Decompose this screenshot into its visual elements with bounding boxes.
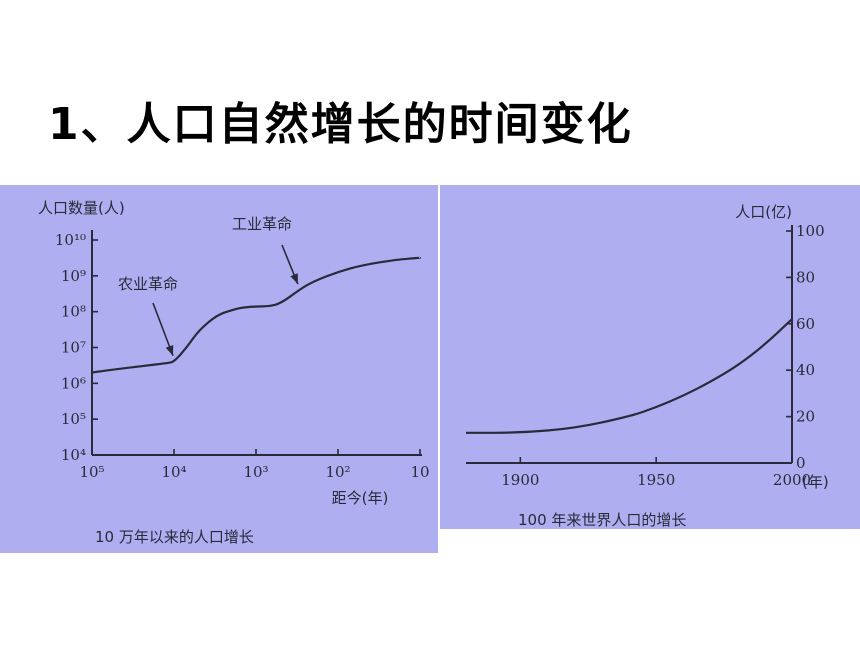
- left-y-tick-label: 10⁴: [61, 446, 86, 464]
- right-y-tick-label: 0: [796, 454, 806, 472]
- right-x-tick-label: 1950: [637, 471, 675, 489]
- left-y-tick-label: 10⁶: [61, 374, 86, 392]
- century-population-chart: 人口(亿) (年) 100 年来世界人口的增长 0 20 40 60 80 100 1900…: [466, 203, 829, 529]
- left-y-tick-label: 10⁸: [61, 303, 86, 321]
- right-population-curve: [466, 318, 794, 434]
- agricultural-revolution-arrow-head: [165, 345, 174, 356]
- left-y-axis-label: 人口数量(人): [38, 199, 125, 217]
- right-y-axis-label: 人口(亿): [735, 203, 792, 221]
- left-x-tick-label: 10: [410, 463, 429, 481]
- right-chart-caption: 100 年来世界人口的增长: [518, 511, 686, 529]
- right-x-tick-label: 2000: [773, 471, 811, 489]
- chart-panel-left: 人口数量(人) 距今(年) 10 万年以来的人口增长 10¹⁰ 10⁹ 10⁸ 10⁷…: [0, 185, 438, 553]
- right-y-tick-label: 100: [796, 222, 825, 240]
- left-x-tick-label: 10⁴: [161, 463, 186, 481]
- right-y-tick-label: 40: [796, 361, 815, 379]
- industrial-revolution-label: 工业革命: [232, 215, 292, 233]
- long-term-population-chart: 人口数量(人) 距今(年) 10 万年以来的人口增长 10¹⁰ 10⁹ 10⁸ 10⁷…: [38, 199, 430, 546]
- left-y-tick-label: 10⁷: [61, 339, 86, 357]
- left-y-tick-label: 10⁵: [61, 410, 86, 428]
- right-x-axis-unit: (年): [802, 473, 829, 491]
- right-y-tick-label: 80: [796, 268, 815, 286]
- chart-panel-right: 人口(亿) (年) 100 年来世界人口的增长 0 20 40 60 80 100 1900…: [440, 185, 860, 529]
- right-y-tick-label: 20: [796, 408, 815, 426]
- industrial-revolution-arrow-head: [290, 273, 298, 285]
- right-y-tick-label: 60: [796, 315, 815, 333]
- left-y-tick-label: 10⁹: [61, 267, 86, 285]
- agricultural-revolution-label: 农业革命: [118, 275, 178, 293]
- slide-title: 1、人口自然增长的时间变化: [48, 99, 633, 150]
- left-x-tick-label: 10⁵: [79, 463, 104, 481]
- left-y-tick-label: 10¹⁰: [55, 231, 86, 249]
- right-x-tick-label: 1900: [501, 471, 539, 489]
- left-x-tick-label: 10²: [325, 463, 350, 481]
- left-x-tick-label: 10³: [243, 463, 268, 481]
- left-chart-caption: 10 万年以来的人口增长: [95, 528, 254, 546]
- left-x-axis-label: 距今(年): [332, 489, 389, 507]
- left-population-curve: [91, 256, 422, 374]
